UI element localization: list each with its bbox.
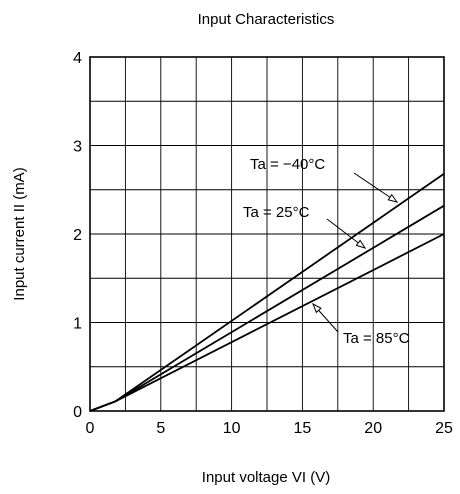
x-tick-label: 15	[294, 420, 312, 437]
y-tick-label: 1	[73, 316, 82, 333]
y-tick-label: 2	[73, 227, 82, 244]
plot-frame	[89, 56, 445, 412]
series-lines	[89, 173, 445, 412]
x-tick-label: 5	[156, 420, 165, 437]
y-tick-label: 4	[73, 50, 82, 67]
x-tick-label: 0	[86, 420, 95, 437]
x-tick-labels: 0 5 10 15 20 25	[86, 420, 453, 437]
annotation-label: Ta = 85°C	[343, 330, 410, 347]
series-line-3	[89, 233, 445, 412]
annotation-label: Ta = 25°C	[243, 204, 310, 221]
y-tick-label: 3	[73, 139, 82, 156]
x-tick-label: 10	[223, 420, 241, 437]
y-axis-label: Input current II (mA)	[11, 167, 28, 300]
x-tick-label: 25	[435, 420, 453, 437]
annotation-arrowhead	[387, 193, 399, 203]
y-tick-label: 0	[73, 404, 82, 421]
grid	[90, 57, 444, 411]
annotation-arrowhead	[312, 302, 322, 314]
annotation-arrowhead	[355, 239, 367, 249]
x-tick-label: 20	[364, 420, 382, 437]
chart-title: Input Characteristics	[198, 11, 335, 28]
annotation-label: Ta = −40°C	[250, 156, 325, 173]
y-tick-labels: 0 1 2 3 4	[73, 50, 82, 421]
annotations: Ta = −40°C Ta = 25°C Ta = 85°C	[243, 156, 410, 347]
x-axis-label: Input voltage VI (V)	[202, 469, 330, 486]
